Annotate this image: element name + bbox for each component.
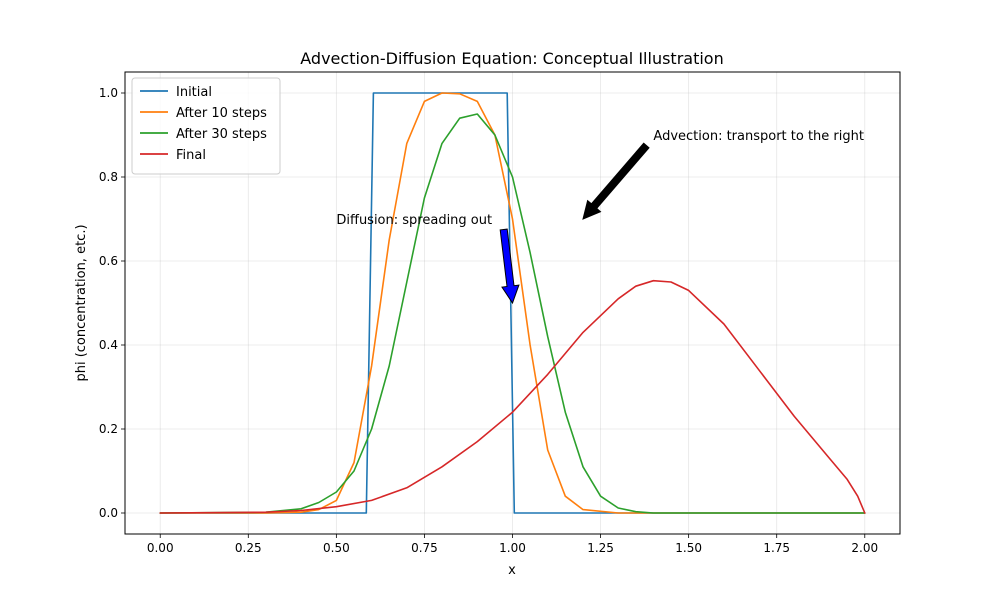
- legend-label: After 30 steps: [176, 127, 267, 142]
- x-tick-label: 0.75: [411, 541, 438, 555]
- diffusion-annotation-text: Diffusion: spreading out: [336, 213, 492, 228]
- y-tick-label: 0.8: [99, 170, 118, 184]
- series-line-after-30-steps: [159, 113, 866, 514]
- legend-label: Initial: [176, 85, 212, 100]
- legend-box: [131, 77, 281, 175]
- x-tick-label: 1.00: [499, 541, 526, 555]
- advection-arrow: [582, 142, 650, 220]
- y-tick-label: 0.4: [99, 338, 118, 352]
- legend-label: Final: [176, 148, 206, 163]
- x-tick-label: 1.25: [587, 541, 614, 555]
- y-tick-label: 1.0: [99, 86, 118, 100]
- chart-title: Advection-Diffusion Equation: Conceptual…: [300, 49, 723, 68]
- y-axis-label: phi (concentration, etc.): [74, 224, 89, 381]
- tick-layer: 0.00 0.25 0.50 0.75 1.00 1.25 1.50 1.75 2.00 0.0 0…: [99, 86, 878, 555]
- y-tick-label: 0.2: [99, 422, 118, 436]
- x-tick-label: 0.25: [235, 541, 262, 555]
- diffusion-arrow: [499, 228, 520, 305]
- legend: Initial After 10 steps After 30 steps Final: [131, 77, 281, 175]
- x-tick-label: 1.50: [675, 541, 702, 555]
- x-tick-label: 0.50: [323, 541, 350, 555]
- series-line-after-10-steps: [159, 92, 866, 514]
- x-tick-label: 0.00: [147, 541, 174, 555]
- series-line-final: [159, 279, 866, 514]
- legend-label: After 10 steps: [176, 106, 267, 121]
- advection-annotation-text: Advection: transport to the right: [653, 129, 864, 144]
- y-tick-label: 0.6: [99, 254, 118, 268]
- x-tick-label: 1.75: [763, 541, 790, 555]
- x-axis-label: x: [508, 563, 516, 578]
- y-tick-label: 0.0: [99, 506, 118, 520]
- annotation-layer: Diffusion: spreading out Advection: trans…: [336, 129, 864, 305]
- x-tick-label: 2.00: [851, 541, 878, 555]
- series-layer: [159, 92, 866, 514]
